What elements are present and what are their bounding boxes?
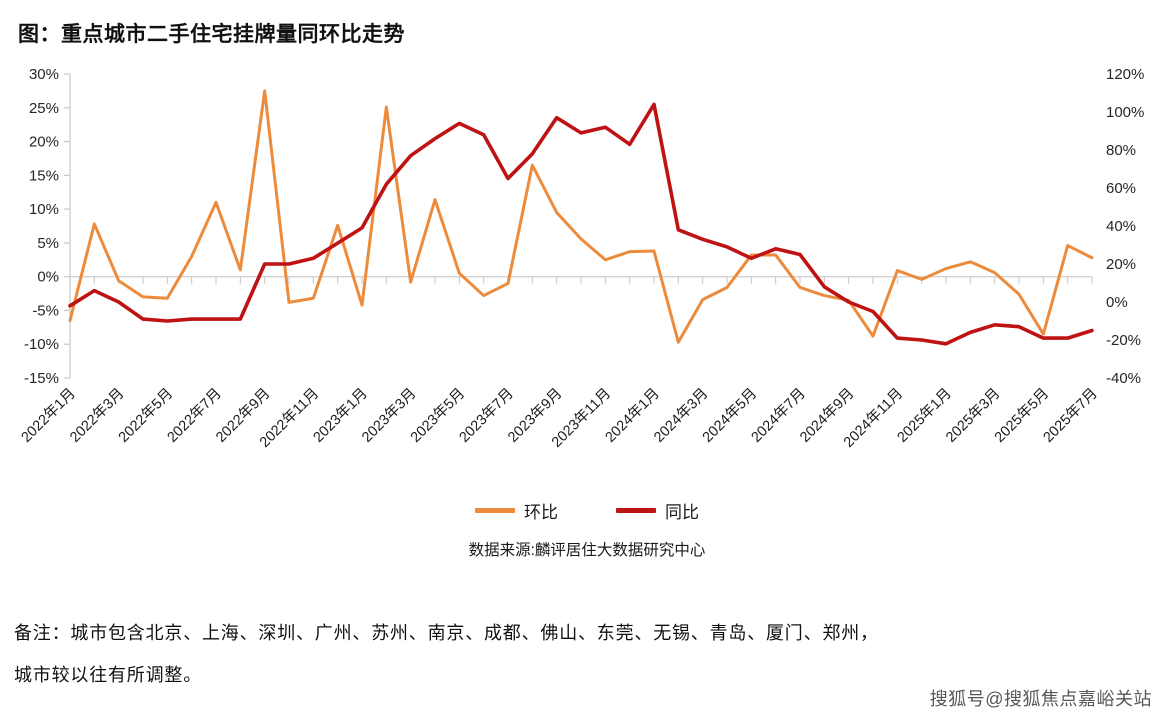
legend-swatch-tongbi <box>616 508 656 513</box>
footnote-block: 备注：城市包含北京、上海、深圳、广州、苏州、南京、成都、佛山、东莞、无锡、青岛、… <box>14 612 1094 696</box>
right-axis-tick-label: 100% <box>1106 104 1144 121</box>
chart-series-lines <box>68 89 1094 346</box>
chart-source-note: 数据来源:麟评居住大数据研究中心 <box>468 542 706 559</box>
left-axis-tick-label: 30% <box>29 66 59 83</box>
x-axis: 2022年1月2022年3月2022年5月2022年7月2022年9月2022年… <box>18 275 1101 451</box>
left-axis-tick-label: 10% <box>29 201 59 218</box>
legend-item-tongbi[interactable]: 同比 <box>616 498 699 523</box>
left-y-axis: 30% 25% 20% 15% 10% 5% 0% -5% -10% -15% <box>24 66 71 387</box>
right-axis-tick-label: 0% <box>1106 294 1128 311</box>
legend-item-huanbi[interactable]: 环比 <box>475 498 558 523</box>
left-axis-tick-label: 20% <box>29 134 59 151</box>
left-axis-tick-label: 25% <box>29 100 59 117</box>
left-axis-tick-label: -15% <box>24 370 59 387</box>
left-axis-tick-label: 5% <box>37 235 59 252</box>
chart-figure: 30% 25% 20% 15% 10% 5% 0% -5% -10% -15% 120% 100% 8… <box>0 56 1174 496</box>
left-axis-tick-label: -10% <box>24 336 59 353</box>
right-axis-tick-label: -40% <box>1106 370 1141 387</box>
chart-plot-area: 30% 25% 20% 15% 10% 5% 0% -5% -10% -15% 120% 100% 8… <box>18 66 1145 451</box>
watermark-label: 搜狐号@搜狐焦点嘉峪关站 <box>929 689 1152 709</box>
page-title: 图：重点城市二手住宅挂牌量同环比走势 <box>18 23 405 46</box>
footnote-line-1: 备注：城市包含北京、上海、深圳、广州、苏州、南京、成都、佛山、东莞、无锡、青岛、… <box>14 623 879 643</box>
series-line-tongbi <box>68 102 1094 346</box>
series-line-huanbi <box>68 89 1094 344</box>
right-axis-tick-label: 20% <box>1106 256 1136 273</box>
right-axis-tick-label: 60% <box>1106 180 1136 197</box>
legend-swatch-huanbi <box>475 508 515 513</box>
right-axis-tick-label: 40% <box>1106 218 1136 235</box>
right-axis-tick-label: -20% <box>1106 332 1141 349</box>
legend-label-huanbi: 环比 <box>524 503 558 522</box>
left-axis-tick-label: 15% <box>29 167 59 184</box>
left-axis-tick-label: 0% <box>37 269 59 286</box>
right-y-axis: 120% 100% 80% 60% 40% 20% 0% -20% -40% <box>1106 66 1144 387</box>
chart-legend: 环比 同比 <box>0 498 1174 523</box>
left-axis-tick-label: -5% <box>32 302 59 319</box>
legend-label-tongbi: 同比 <box>665 503 699 522</box>
footnote-line-2: 城市较以往有所调整。 <box>14 665 202 685</box>
right-axis-tick-label: 80% <box>1106 142 1136 159</box>
right-axis-tick-label: 120% <box>1106 66 1144 83</box>
